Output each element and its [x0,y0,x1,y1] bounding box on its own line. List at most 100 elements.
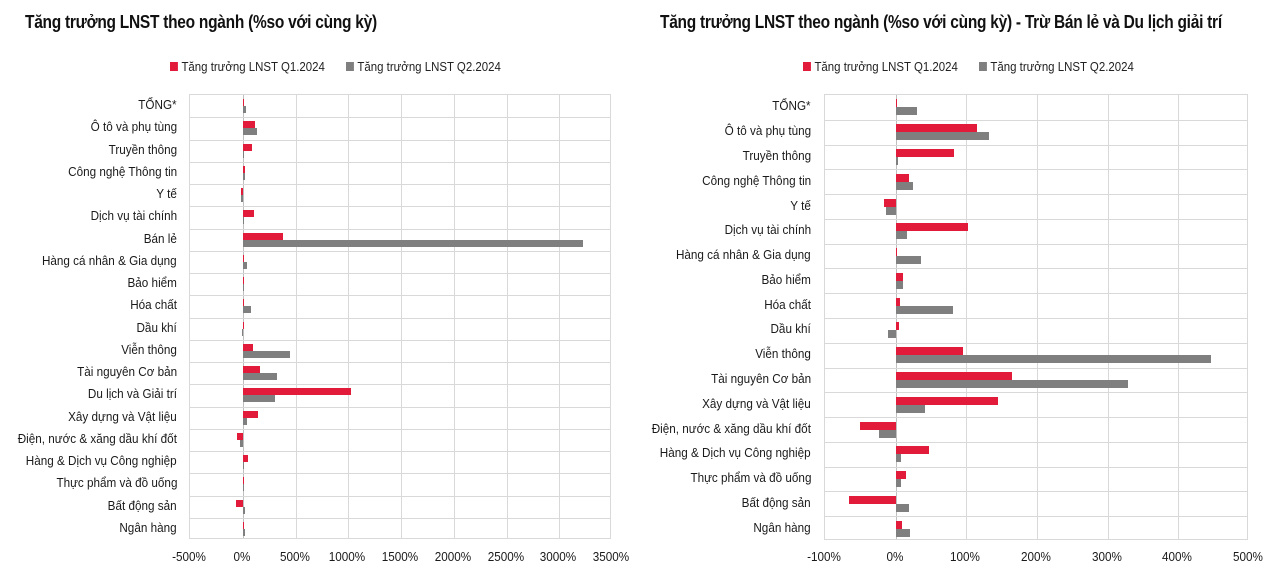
bar-q1 [242,321,244,329]
category-label: Bảo hiểm [761,271,811,287]
gridline-horizontal [825,194,1247,196]
category-label: Dịch vụ tài chính [90,208,177,224]
legend-label-q1: Tăng trưởng LNST Q1.2024 [814,59,958,74]
category-label: Bảo hiểm [127,275,177,291]
bar-q1 [242,388,352,396]
category-label: Hóa chất [764,296,811,312]
bar-q2 [242,172,246,180]
gridline-horizontal [190,273,610,274]
x-tick-label: 100% [950,549,981,564]
plot-area [824,94,1248,540]
category-label: Dầu khí [136,319,177,335]
chart-left-title: Tăng trưởng LNST theo ngành (%so với cùn… [25,12,377,32]
bar-q1 [235,499,243,507]
legend-swatch-q2 [978,62,987,71]
legend-label-q2: Tăng trưởng LNST Q2.2024 [357,59,501,74]
bar-q1 [242,343,253,351]
gridline-horizontal [825,466,1247,468]
bar-q1 [242,410,259,418]
chart-right-title: Tăng trưởng LNST theo ngành (%so với cùn… [660,12,1222,32]
bar-q2 [895,280,904,289]
gridline-horizontal [825,367,1247,369]
bar-q2 [241,328,243,336]
x-tick-label: 500% [1233,549,1263,564]
category-label: Thực phẩm và đồ uống [55,475,177,491]
bar-q1 [242,521,244,529]
bar-q1 [242,165,245,173]
category-label: Ngân hàng [753,519,811,535]
gridline-vertical [506,95,508,538]
x-tick-label: 200% [1021,549,1051,564]
gridline-horizontal [190,161,610,163]
category-label: Bất động sản [742,494,811,510]
bar-q2 [895,479,902,488]
bar-q1 [860,421,896,430]
gridline-horizontal [190,228,610,230]
plot-area [189,94,611,539]
bar-q1 [242,143,252,151]
bar-q2 [242,350,290,358]
gridline-horizontal [190,139,610,141]
bar-q2 [895,231,907,240]
bar-q1 [895,322,900,331]
bar-q1 [883,198,896,207]
bar-q2 [242,373,278,381]
bar-q2 [895,107,917,116]
bar-q1 [242,299,244,307]
gridline-horizontal [190,184,610,185]
category-label: Ô tô và phụ tùng [90,119,177,135]
bar-q2 [241,195,243,203]
gridline-horizontal [825,441,1247,443]
gridline-horizontal [825,144,1247,146]
bar-q2 [895,256,922,265]
bar-q1 [895,371,1013,380]
bar-q2 [242,128,257,136]
bar-q2 [242,484,244,492]
category-label: Ngân hàng [119,519,177,535]
bar-q2 [895,355,1211,364]
gridline-vertical [1037,95,1038,539]
bar-q2 [242,150,244,158]
bar-q2 [895,503,910,512]
category-label: Truyền thông [742,147,811,163]
bar-q1 [895,347,963,356]
gridline-vertical [453,95,455,538]
category-label: Xây dựng và Vật liệu [702,395,811,411]
category-label: Y tế [156,186,177,202]
category-label: Công nghệ Thông tin [701,172,811,188]
category-label: TỔNG* [138,97,177,113]
bar-q1 [242,121,255,129]
bar-q2 [895,305,953,314]
category-label: Tài nguyên Cơ bản [76,364,177,380]
category-label: Hàng cá nhân & Gia dụng [676,247,811,263]
bar-q1 [895,124,977,133]
category-label: Du lịch và Giải trí [87,386,177,402]
bar-q2 [242,506,245,514]
category-label: Y tế [790,197,811,213]
category-label: Điện, nước & xăng dầu khí đốt [651,420,811,436]
bar-q2 [242,417,248,425]
x-tick-label: -100% [807,549,841,564]
category-label: Bất động sản [108,497,177,513]
gridline-vertical [559,95,561,538]
bar-q1 [895,446,929,455]
bar-q2 [242,239,583,247]
bar-q2 [895,181,913,190]
gridline-horizontal [825,342,1247,344]
gridline-horizontal [825,417,1247,419]
bar-q1 [240,188,243,196]
category-label: Xây dựng và Vật liệu [68,408,177,424]
category-label: Hàng & Dịch vụ Công nghiệp [26,453,177,469]
bar-q2 [895,156,899,165]
legend-swatch-q2 [345,62,354,71]
x-tick-label: 0% [886,549,904,564]
gridline-vertical [1178,95,1180,539]
bar-q1 [895,272,904,281]
category-label: Viễn thông [755,346,811,362]
zero-axis-line [242,95,244,538]
legend-item-q1: Tăng trưởng LNST Q1.2024 [803,59,958,74]
bar-q1 [242,210,254,218]
legend-item-q2: Tăng trưởng LNST Q2.2024 [345,59,501,74]
category-label: Dầu khí [770,321,811,337]
chart-left-legend: Tăng trưởng LNST Q1.2024 Tăng trưởng LNS… [170,59,501,74]
